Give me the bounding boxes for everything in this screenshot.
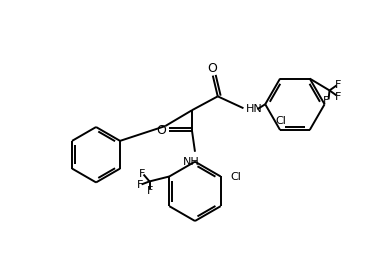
Text: NH: NH: [183, 157, 199, 167]
Text: F: F: [335, 79, 341, 90]
Text: Cl: Cl: [275, 116, 286, 126]
Text: F: F: [147, 186, 154, 196]
Text: Cl: Cl: [230, 172, 241, 182]
Text: F: F: [137, 180, 143, 190]
Text: F: F: [335, 92, 341, 102]
Text: O: O: [207, 62, 217, 75]
Text: O: O: [156, 124, 166, 138]
Text: F: F: [323, 96, 330, 106]
Text: HN: HN: [246, 104, 262, 114]
Text: F: F: [139, 168, 145, 179]
